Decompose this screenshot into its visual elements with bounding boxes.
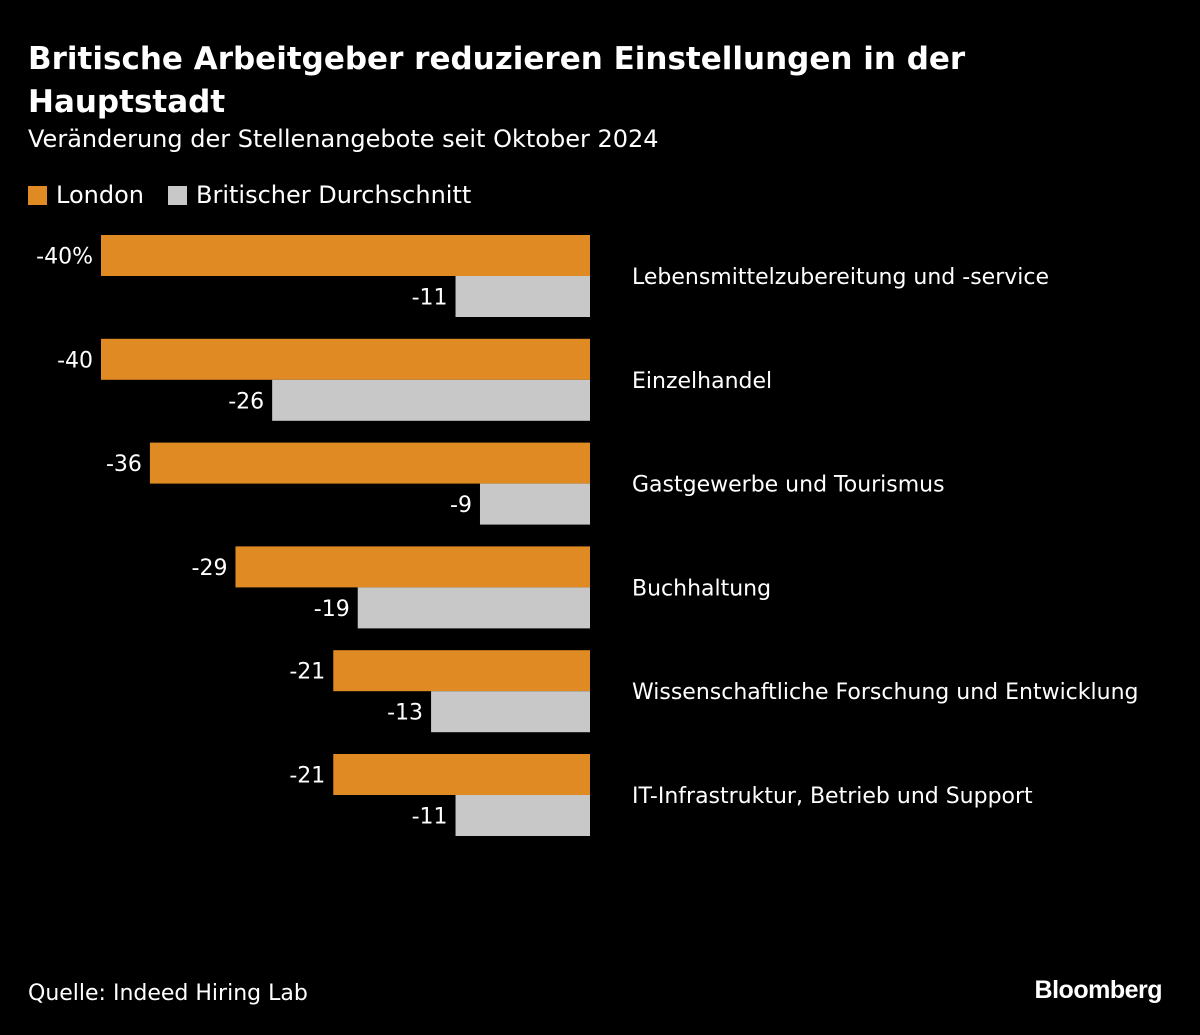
bar-uk-average-1	[455, 276, 590, 317]
data-label-uk-average-5: -13	[387, 701, 423, 726]
bar-uk-average-4	[357, 587, 590, 629]
bar-uk-average-2	[272, 379, 590, 421]
legend-swatch-uk-average	[167, 185, 187, 205]
bar-london-6	[333, 754, 590, 795]
data-label-london-2: -40	[57, 348, 93, 373]
category-label-3: Gastgewerbe und Tourismus	[632, 473, 945, 498]
bar-london-4	[235, 546, 590, 588]
category-label-5: Wissenschaftliche Forschung und Entwickl…	[632, 680, 1138, 705]
data-label-london-4: -29	[192, 556, 228, 581]
bar-uk-average-3	[479, 483, 590, 525]
data-label-uk-average-2: -26	[228, 389, 264, 414]
data-label-uk-average-4: -19	[314, 597, 350, 622]
bar-london-2	[101, 338, 590, 380]
bar-uk-average-5	[431, 691, 590, 733]
data-label-london-1: -40%	[36, 245, 93, 270]
bar-london-5	[333, 650, 590, 692]
bar-uk-average-6	[455, 795, 590, 836]
category-label-2: Einzelhandel	[632, 369, 772, 394]
data-label-london-3: -36	[106, 452, 142, 477]
legend-label-uk-average: Britischer Durchschnitt	[195, 181, 472, 209]
category-label-4: Buchhaltung	[632, 576, 771, 601]
legend-item-london: London	[28, 181, 144, 209]
bar-london-3	[149, 442, 590, 484]
data-label-london-5: -21	[289, 660, 325, 685]
data-label-uk-average-6: -11	[412, 805, 448, 830]
legend-item-uk-average: Britischer Durchschnitt	[167, 181, 472, 209]
data-label-uk-average-1: -11	[412, 286, 448, 311]
data-label-uk-average-3: -9	[450, 493, 472, 518]
bar-london-1	[101, 235, 590, 276]
chart-title: Britische Arbeitgeber reduzieren Einstel…	[28, 41, 966, 120]
category-label-1: Lebensmittelzubereitung und -service	[632, 265, 1049, 290]
source-note: Quelle: Indeed Hiring Lab	[28, 981, 308, 1006]
category-label-6: IT-Infrastruktur, Betrieb und Support	[632, 784, 1033, 809]
legend-label-london: London	[56, 181, 144, 209]
data-label-london-6: -21	[289, 764, 325, 789]
chart-subtitle: Veränderung der Stellenangebote seit Okt…	[28, 125, 659, 153]
bloomberg-logo: Bloomberg	[1034, 976, 1163, 1004]
legend-swatch-london	[28, 185, 47, 205]
legend: London Britischer Durchschnitt	[28, 178, 495, 212]
